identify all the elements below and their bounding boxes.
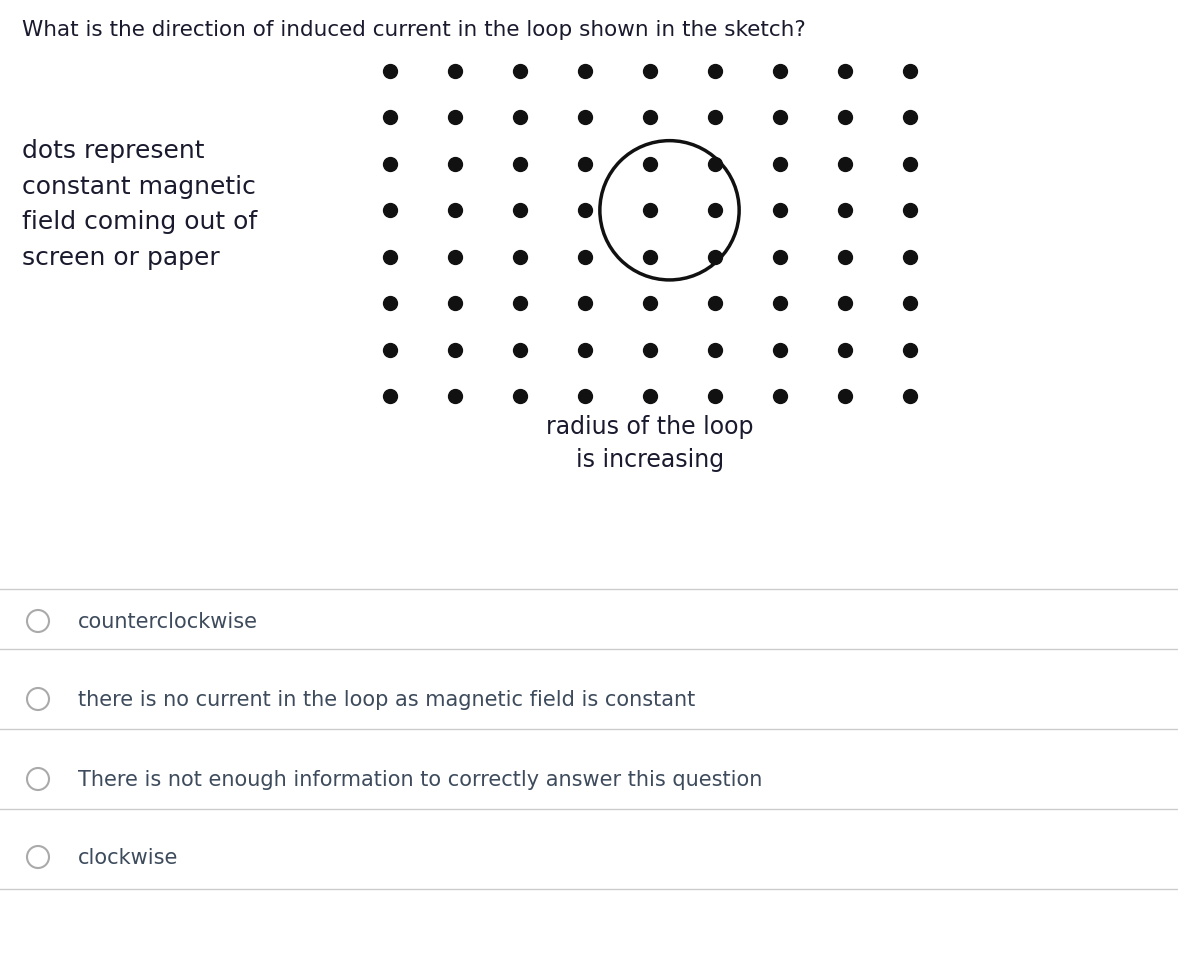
- Point: [706, 157, 724, 172]
- Point: [706, 64, 724, 80]
- Text: There is not enough information to correctly answer this question: There is not enough information to corre…: [78, 769, 762, 789]
- Point: [900, 204, 919, 219]
- Point: [706, 204, 724, 219]
- Point: [510, 157, 529, 172]
- Point: [576, 250, 595, 265]
- Point: [510, 342, 529, 357]
- Point: [445, 296, 464, 311]
- Point: [835, 111, 854, 126]
- Point: [445, 111, 464, 126]
- Point: [770, 64, 789, 80]
- Point: [770, 111, 789, 126]
- Point: [510, 204, 529, 219]
- Point: [706, 389, 724, 405]
- Point: [576, 389, 595, 405]
- Point: [770, 342, 789, 357]
- Point: [641, 389, 660, 405]
- Point: [835, 250, 854, 265]
- Point: [576, 204, 595, 219]
- Point: [380, 64, 399, 80]
- Point: [835, 64, 854, 80]
- Point: [510, 389, 529, 405]
- Point: [900, 157, 919, 172]
- Point: [706, 296, 724, 311]
- Point: [510, 111, 529, 126]
- Point: [900, 342, 919, 357]
- Point: [641, 296, 660, 311]
- Text: clockwise: clockwise: [78, 847, 178, 867]
- Point: [576, 296, 595, 311]
- Point: [706, 250, 724, 265]
- Point: [445, 250, 464, 265]
- Point: [445, 389, 464, 405]
- Point: [445, 204, 464, 219]
- Point: [445, 157, 464, 172]
- Point: [770, 250, 789, 265]
- Point: [380, 389, 399, 405]
- Point: [380, 157, 399, 172]
- Point: [770, 296, 789, 311]
- Point: [900, 64, 919, 80]
- Point: [380, 250, 399, 265]
- Text: dots represent
constant magnetic
field coming out of
screen or paper: dots represent constant magnetic field c…: [22, 139, 257, 269]
- Point: [706, 342, 724, 357]
- Point: [770, 389, 789, 405]
- Point: [835, 389, 854, 405]
- Point: [900, 111, 919, 126]
- Point: [835, 296, 854, 311]
- Point: [641, 204, 660, 219]
- Point: [576, 157, 595, 172]
- Point: [835, 157, 854, 172]
- Point: [380, 296, 399, 311]
- Point: [770, 204, 789, 219]
- Point: [510, 64, 529, 80]
- Point: [900, 296, 919, 311]
- Point: [641, 342, 660, 357]
- Point: [641, 157, 660, 172]
- Text: there is no current in the loop as magnetic field is constant: there is no current in the loop as magne…: [78, 689, 695, 709]
- Point: [576, 342, 595, 357]
- Point: [641, 111, 660, 126]
- Point: [641, 64, 660, 80]
- Point: [641, 250, 660, 265]
- Point: [510, 296, 529, 311]
- Point: [445, 64, 464, 80]
- Text: What is the direction of induced current in the loop shown in the sketch?: What is the direction of induced current…: [22, 20, 806, 40]
- Point: [900, 389, 919, 405]
- Point: [380, 204, 399, 219]
- Text: counterclockwise: counterclockwise: [78, 611, 258, 631]
- Point: [770, 157, 789, 172]
- Point: [380, 342, 399, 357]
- Point: [900, 250, 919, 265]
- Point: [445, 342, 464, 357]
- Point: [835, 342, 854, 357]
- Text: radius of the loop
is increasing: radius of the loop is increasing: [547, 414, 754, 472]
- Point: [510, 250, 529, 265]
- Point: [576, 64, 595, 80]
- Point: [706, 111, 724, 126]
- Point: [380, 111, 399, 126]
- Point: [576, 111, 595, 126]
- Point: [835, 204, 854, 219]
